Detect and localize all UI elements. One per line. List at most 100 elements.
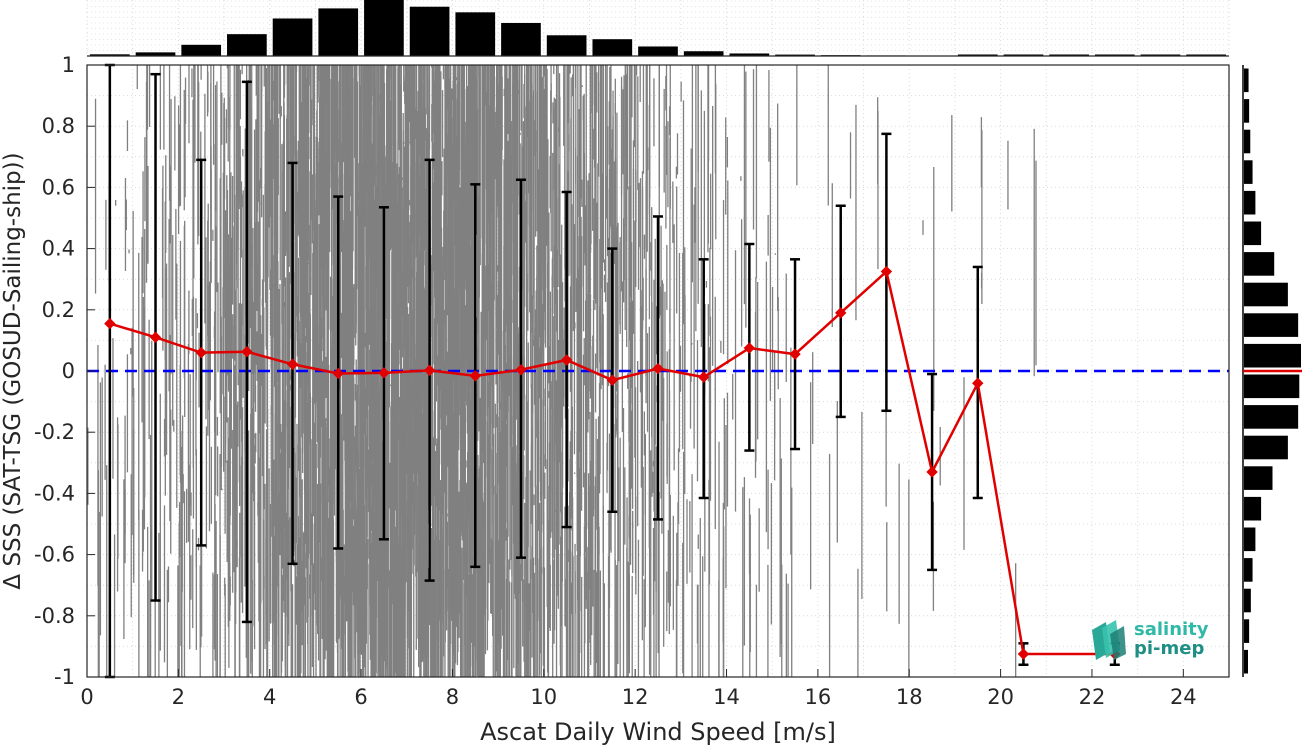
top-hist-bar: [227, 34, 267, 56]
scatter-point: [280, 453, 282, 534]
scatter-point: [174, 96, 176, 171]
scatter-point: [616, 383, 619, 515]
x-tick-label: 6: [354, 685, 367, 709]
scatter-point: [275, 65, 277, 265]
scatter-point: [630, 65, 632, 298]
scatter-point: [518, 327, 520, 527]
scatter-point: [574, 322, 576, 329]
scatter-point: [179, 240, 182, 483]
scatter-point: [224, 583, 226, 677]
scatter-point: [313, 135, 316, 404]
scatter-point: [511, 65, 513, 204]
scatter-point: [539, 101, 541, 221]
scatter-point: [229, 96, 231, 349]
scatter-point: [458, 141, 460, 372]
scatter-point: [617, 467, 620, 562]
scatter-point: [418, 261, 420, 361]
scatter-point: [362, 65, 364, 230]
scatter-point: [592, 299, 595, 510]
scatter-point: [537, 212, 540, 278]
scatter-point: [503, 88, 505, 96]
y-tick-label: 0.4: [42, 237, 75, 261]
scatter-point: [514, 364, 517, 405]
scatter-point: [326, 495, 329, 677]
scatter-point: [591, 65, 594, 231]
y-axis-label: Δ SSS (SAT-TSG (GOSUD-Sailing-ship)): [0, 152, 26, 589]
scatter-point: [234, 289, 236, 361]
scatter-point: [421, 216, 424, 247]
scatter-point: [510, 335, 512, 561]
scatter-point: [384, 459, 387, 536]
scatter-point: [427, 293, 429, 497]
scatter-point: [307, 65, 309, 339]
scatter-point: [809, 382, 812, 590]
scatter-point: [416, 149, 418, 188]
scatter-point: [207, 283, 209, 436]
scatter-point: [345, 124, 347, 346]
scatter-point: [433, 472, 435, 610]
scatter-point: [514, 65, 516, 121]
scatter-point: [435, 484, 437, 507]
scatter-point: [389, 466, 391, 623]
mean-point: [789, 348, 801, 360]
scatter-point: [259, 426, 261, 507]
scatter-point: [332, 278, 335, 409]
scatter-point: [346, 503, 348, 621]
scatter-point: [552, 367, 554, 370]
scatter-point: [633, 65, 636, 148]
mean-point: [652, 362, 664, 375]
scatter-point: [426, 65, 428, 115]
scatter-point: [446, 351, 448, 510]
x-tick-label: 20: [987, 685, 1014, 709]
scatter-point: [408, 200, 411, 206]
scatter-point: [463, 527, 465, 677]
scatter-point: [398, 88, 400, 151]
scatter-point: [390, 137, 393, 249]
scatter-point: [657, 493, 659, 654]
scatter-point: [497, 265, 499, 272]
scatter-point: [478, 65, 480, 220]
scatter-point: [329, 78, 331, 252]
scatter-point: [87, 427, 89, 505]
scatter-point: [560, 492, 563, 627]
scatter-point: [344, 265, 347, 530]
scatter-point: [595, 65, 597, 304]
scatter-point: [390, 65, 392, 150]
scatter-point: [630, 384, 632, 442]
scatter-point: [553, 65, 555, 75]
scatter-point: [522, 395, 524, 577]
scatter-point: [568, 134, 570, 277]
scatter-point: [420, 137, 422, 176]
scatter-point: [567, 549, 569, 677]
scatter-point: [552, 468, 554, 677]
scatter-point: [564, 75, 566, 270]
scatter-point: [447, 397, 449, 467]
scatter-point: [225, 304, 228, 389]
scatter-point: [705, 281, 708, 288]
scatter-point: [455, 77, 457, 81]
scatter-point: [354, 384, 357, 401]
scatter-point: [420, 505, 422, 677]
scatter-point: [312, 563, 315, 677]
scatter-point: [349, 391, 351, 435]
scatter-point: [556, 249, 558, 517]
scatter-point: [371, 233, 374, 264]
scatter-point: [440, 527, 443, 677]
scatter-point: [335, 65, 337, 81]
scatter-point: [551, 275, 553, 533]
scatter-point: [256, 331, 258, 381]
scatter-point: [266, 409, 269, 677]
scatter-point: [515, 273, 518, 368]
scatter-point: [582, 354, 585, 488]
scatter-point: [261, 279, 264, 477]
scatter-point: [260, 168, 262, 189]
scatter-point: [241, 407, 244, 614]
scatter-point: [589, 293, 592, 348]
scatter-point: [260, 404, 262, 604]
scatter-point: [557, 198, 559, 252]
scatter-point: [409, 405, 412, 458]
scatter-point: [515, 472, 517, 495]
right-hist-bar: [1244, 252, 1275, 276]
scatter-point: [225, 109, 228, 144]
scatter-point: [365, 435, 368, 644]
